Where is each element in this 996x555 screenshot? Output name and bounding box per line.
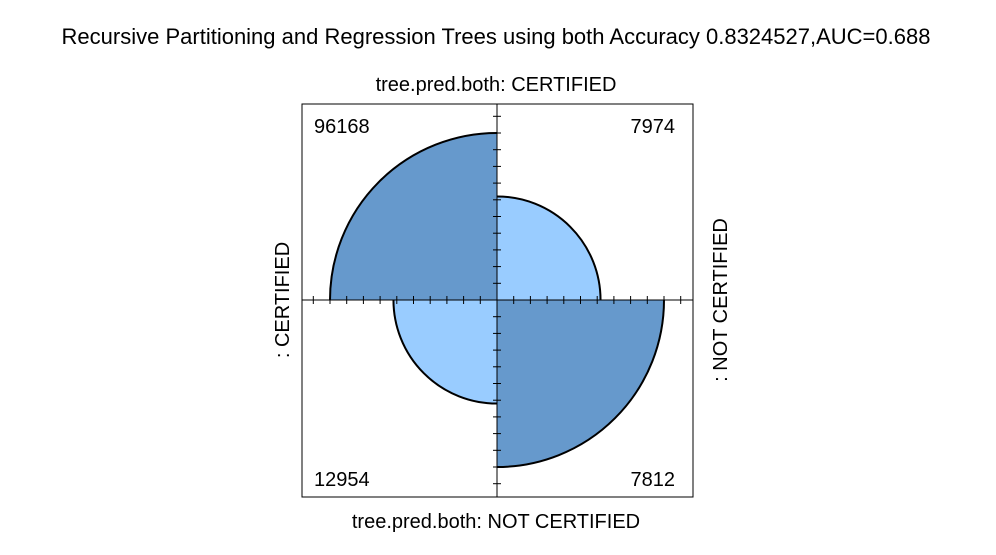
wedge-outline-bottom-right	[496, 299, 665, 468]
left-axis-label: : CERTIFIED	[272, 242, 294, 358]
bottom-axis-label: tree.pred.both: NOT CERTIFIED	[352, 511, 640, 533]
wedge-bottom-left	[393, 300, 497, 404]
cell-count-top-left: 96168	[314, 116, 370, 138]
wedge-bottom-right	[497, 300, 664, 467]
cell-count-bottom-left: 12954	[314, 469, 370, 491]
wedge-outline-top-right	[496, 195, 602, 301]
plot-frame	[301, 103, 694, 498]
wedge-top-left	[330, 133, 497, 300]
wedge-group	[329, 132, 665, 468]
axes-group	[302, 104, 693, 497]
wedge-outline-top-left	[329, 132, 498, 301]
chart-title: Recursive Partitioning and Regression Tr…	[62, 24, 931, 49]
cell-count-bottom-right: 7812	[631, 469, 676, 491]
right-axis-label: : NOT CERTIFIED	[710, 218, 732, 382]
cell-count-top-right: 7974	[631, 116, 676, 138]
wedge-top-right	[497, 196, 601, 300]
top-axis-label: tree.pred.both: CERTIFIED	[376, 74, 617, 96]
wedge-outline-bottom-left	[392, 299, 498, 405]
